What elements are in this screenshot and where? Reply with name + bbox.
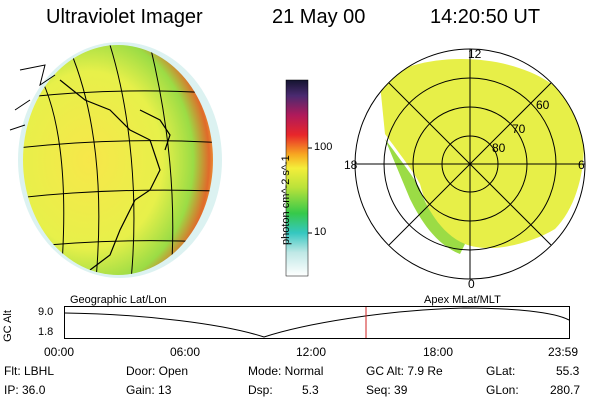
door-info: Door: Open — [126, 364, 189, 378]
gc-alt-info: GC Alt: 7.9 Re — [366, 364, 443, 378]
earth-disk — [23, 45, 213, 275]
colorbar-tick-100: 100 — [314, 141, 333, 153]
dsp-label: Dsp: — [248, 383, 273, 397]
coastline — [59, 79, 161, 271]
timeline-y-label: GC Alt — [1, 310, 14, 342]
timeline-plot — [64, 306, 570, 339]
timeline-x-tick-0: 00:00 — [44, 345, 75, 359]
aurora-band — [380, 59, 584, 249]
glon-label: GLon: — [486, 383, 519, 397]
mlt-label-0: 0 — [468, 277, 475, 291]
meridian-line — [69, 49, 100, 275]
filter-info: Flt: LBHL — [4, 364, 55, 378]
timeline-x-tick-2: 12:00 — [296, 345, 327, 359]
altitude-curve — [64, 307, 570, 338]
glat-label: GLat: — [486, 364, 516, 378]
timeline-y-tick-high: 9.0 — [38, 306, 54, 318]
dsp-value: 5.3 — [302, 383, 319, 397]
colorbar-scale — [285, 79, 309, 277]
polar-plot — [354, 48, 586, 280]
lat-label-60: 60 — [536, 98, 550, 112]
timeline-y-tick-low: 1.8 — [38, 326, 54, 338]
geographic-image — [9, 42, 222, 278]
colorbar — [285, 79, 312, 277]
polar-axis-diagonal — [388, 82, 552, 246]
mlt-label-12: 12 — [468, 47, 482, 61]
mlt-label-18: 18 — [344, 158, 358, 172]
ip-info: IP: 36.0 — [4, 383, 46, 397]
timeline-x-tick-1: 06:00 — [170, 345, 201, 359]
timeline-x-tick-3: 18:00 — [423, 345, 454, 359]
seq-info: Seq: 39 — [366, 383, 408, 397]
coastline — [139, 109, 171, 151]
lat-label-70: 70 — [512, 122, 526, 136]
timeline-right-label: Apex MLat/MLT — [424, 294, 501, 306]
glat-value: 55.3 — [556, 364, 580, 378]
mode-info: Mode: Normal — [248, 364, 324, 378]
gain-info: Gain: 13 — [126, 383, 172, 397]
meridian-line — [109, 45, 135, 275]
timeline-left-label: Geographic Lat/Lon — [70, 294, 167, 306]
header-time: 14:20:50 UT — [430, 6, 541, 28]
timeline-frame — [64, 306, 570, 339]
colorbar-tick-10: 10 — [314, 226, 327, 238]
header-date: 21 May 00 — [272, 6, 366, 28]
aurora-band-edge — [385, 139, 465, 254]
timeline-x-tick-4: 23:59 — [548, 345, 579, 359]
glon-value: 280.7 — [550, 383, 581, 397]
parallel-line — [23, 140, 213, 151]
colorbar-label: photon cm^-2 s^-1 — [280, 155, 292, 245]
app-title: Ultraviolet Imager — [46, 6, 203, 28]
coastline-outside — [9, 64, 56, 131]
lat-label-80: 80 — [492, 141, 506, 155]
mlt-label-6: 6 — [578, 158, 585, 172]
